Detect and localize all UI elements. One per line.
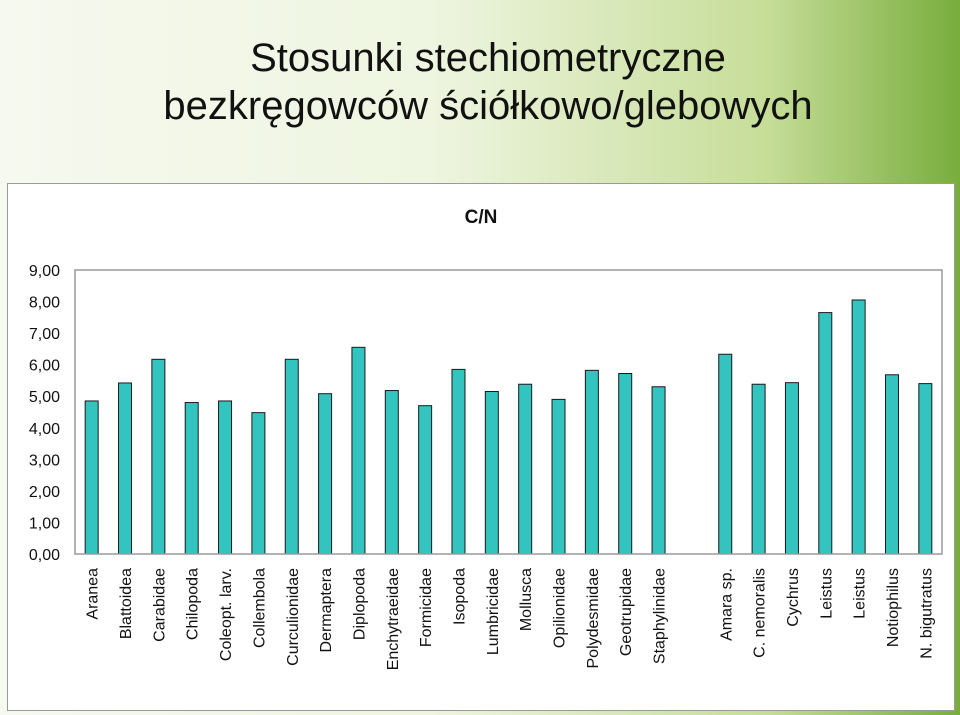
x-tick-label: Leistus [852, 568, 869, 619]
x-tick-label: Enchytraeidae [385, 568, 402, 670]
x-tick-label: Amara sp. [718, 568, 735, 641]
bar-chart: C/N 0,00 1,00 2,00 3,00 4,00 5,00 6,00 7,00 8,00… [29, 207, 943, 670]
x-tick-label: Staphylinidae [652, 568, 669, 664]
slide-title: Stosunki stechiometryczne bezkręgowców ś… [60, 34, 916, 130]
bar [884, 374, 899, 555]
bar [784, 382, 799, 555]
bar [418, 405, 433, 555]
x-tick-label: Mollusca [518, 568, 535, 631]
bar [484, 390, 499, 555]
y-tick-label: 3,00 [29, 452, 60, 469]
x-tick-label: Isopoda [451, 568, 468, 625]
x-tick-label: Coleopt. larv. [218, 568, 235, 661]
slide-title-line-1: Stosunki stechiometryczne [250, 36, 726, 80]
x-tick-label: N. bigutratus [918, 568, 935, 659]
x-tick-label: Chilopoda [185, 568, 202, 640]
bar [851, 299, 866, 555]
bar [218, 400, 233, 555]
x-tick-label: Curculionidae [285, 568, 302, 666]
y-axis: 0,00 1,00 2,00 3,00 4,00 5,00 6,00 7,00 8,00 9,00 [29, 263, 60, 564]
bar [818, 312, 833, 555]
x-tick-label: Aranea [85, 568, 102, 620]
x-tick-label: C. nemoralis [752, 568, 769, 658]
bar [318, 393, 333, 555]
y-tick-label: 6,00 [29, 358, 60, 375]
bar [151, 358, 166, 555]
bar [451, 368, 466, 555]
y-tick-label: 5,00 [29, 389, 60, 406]
bar [184, 402, 199, 555]
y-tick-label: 1,00 [29, 515, 60, 532]
y-tick-label: 4,00 [29, 421, 60, 438]
bar [718, 353, 733, 555]
x-tick-label: Leistus [818, 568, 835, 619]
x-tick-label: Opilionidae [552, 568, 569, 648]
x-tick-label: Formicidae [418, 568, 435, 647]
x-tick-label: Polydesmidae [585, 568, 602, 669]
bar [651, 386, 666, 555]
x-axis-labels: Aranea Blattoidea Carabidae Chilopoda Coleop… [85, 568, 936, 670]
bar [518, 383, 533, 555]
y-tick-label: 2,00 [29, 484, 60, 501]
y-tick-label: 8,00 [29, 295, 60, 312]
x-tick-label: Cychrus [785, 568, 802, 627]
bar [351, 346, 366, 555]
bar [251, 412, 266, 555]
x-tick-label: Blattoidea [118, 568, 135, 639]
x-tick-label: Geotrupidae [618, 568, 635, 656]
y-tick-label: 0,00 [29, 547, 60, 564]
y-tick-label: 9,00 [29, 263, 60, 280]
bar [118, 382, 133, 555]
chart-title: C/N [465, 207, 498, 228]
bars [84, 299, 933, 555]
x-tick-label: Collembola [251, 568, 268, 648]
bar [618, 373, 633, 555]
bar [551, 398, 566, 555]
x-tick-label: Diplopoda [351, 568, 368, 640]
chart-panel: C/N 0,00 1,00 2,00 3,00 4,00 5,00 6,00 7,00 8,00… [7, 183, 955, 711]
bar [751, 383, 766, 555]
slide-title-line-2: bezkręgowców ściółkowo/glebowych [163, 84, 813, 128]
plot-area-frame [74, 269, 943, 555]
y-tick-label: 7,00 [29, 326, 60, 343]
x-tick-label: Dermaptera [318, 568, 335, 653]
bar [384, 390, 399, 555]
bar [284, 358, 299, 555]
bar [584, 369, 599, 555]
x-tick-label: Carabidae [151, 568, 168, 642]
bar [918, 383, 933, 555]
x-tick-label: Notiophilus [885, 568, 902, 647]
x-tick-label: Lumbricidae [485, 568, 502, 655]
bar [84, 400, 99, 555]
